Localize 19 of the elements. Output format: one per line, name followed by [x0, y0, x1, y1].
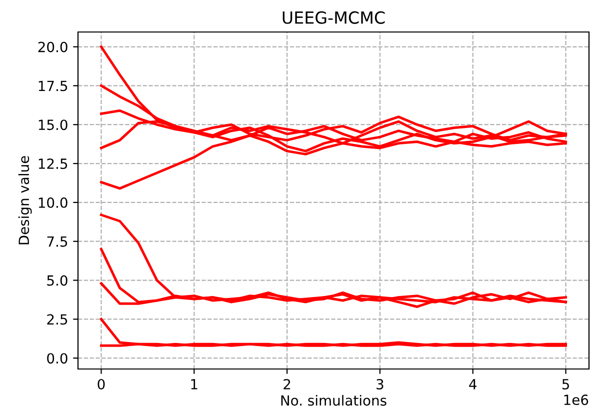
y-tick-label: 7.5: [47, 236, 68, 247]
text: 1e6: [564, 394, 588, 406]
y-tick-label: 10.0: [38, 197, 68, 208]
y-tick-label: 2.5: [47, 314, 68, 325]
y-tick-label: 12.5: [38, 158, 68, 170]
y-tick-label: 5.0: [47, 275, 68, 286]
y-tick-label: 0.0: [47, 353, 68, 364]
chart-title: UEEG-MCMC: [282, 11, 385, 24]
x-tick-label: 0: [98, 378, 105, 390]
y-tick-label: 17.5: [38, 80, 68, 92]
x-tick-label: 3: [376, 378, 384, 390]
y-tick-label: 20.0: [38, 42, 68, 52]
y-tick-label: 15.0: [38, 120, 68, 130]
y-axis-title: Design value: [18, 156, 32, 244]
x-tick-label: 5: [562, 379, 569, 390]
x-tick-label: 2: [284, 378, 290, 390]
x-tick-label: 1: [191, 379, 198, 390]
x-tick-label: 4: [469, 379, 477, 390]
x-axis-title: No. simulations: [281, 394, 386, 406]
